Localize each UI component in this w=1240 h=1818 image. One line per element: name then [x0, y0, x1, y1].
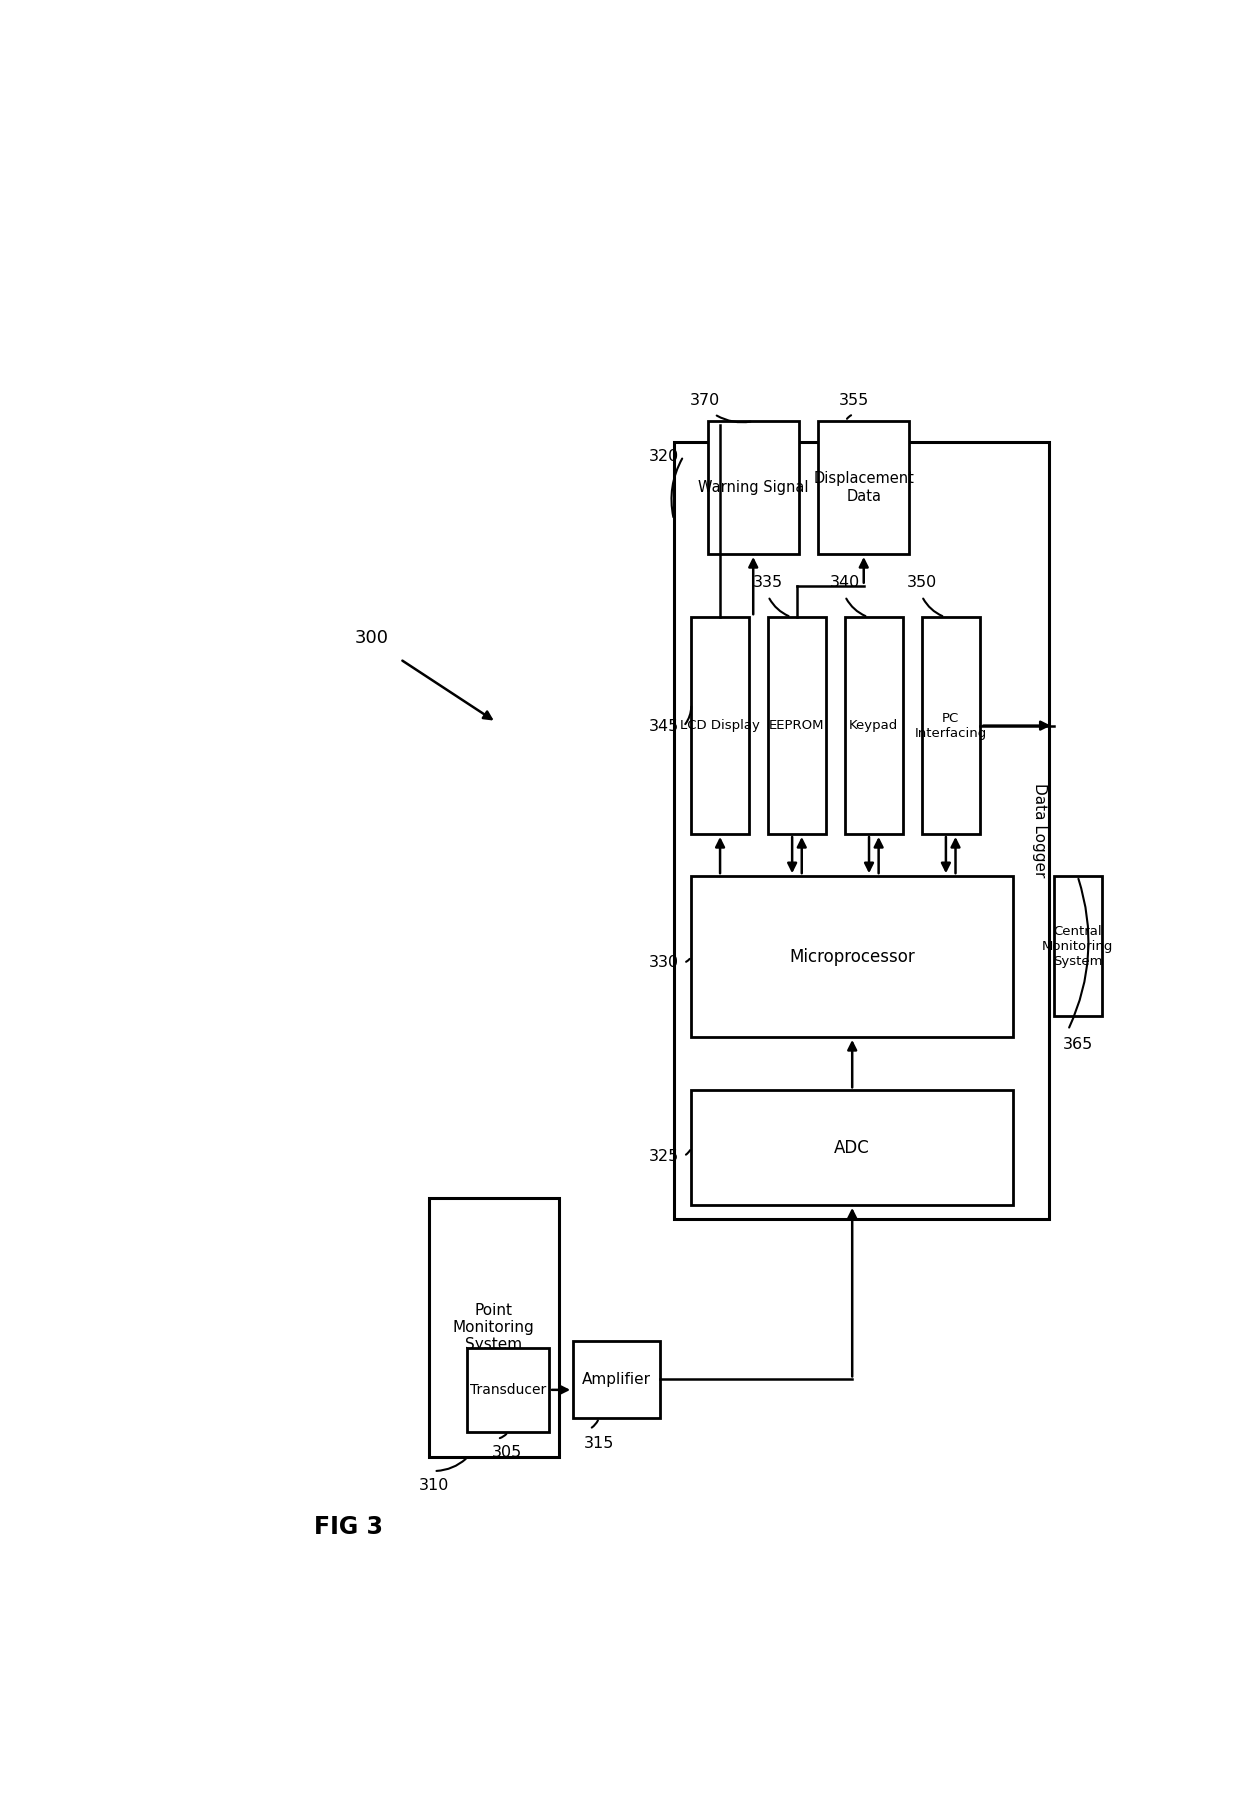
FancyBboxPatch shape — [429, 1198, 558, 1456]
FancyBboxPatch shape — [675, 442, 1049, 1220]
Text: Data Logger: Data Logger — [1032, 784, 1047, 878]
Text: 300: 300 — [355, 629, 388, 647]
Text: 370: 370 — [689, 393, 719, 407]
FancyBboxPatch shape — [691, 616, 749, 834]
FancyBboxPatch shape — [818, 422, 909, 554]
Text: 335: 335 — [753, 574, 784, 589]
Text: 365: 365 — [1063, 1036, 1092, 1051]
Text: 325: 325 — [650, 1149, 680, 1164]
FancyBboxPatch shape — [768, 616, 826, 834]
Text: 305: 305 — [491, 1445, 522, 1460]
Text: LCD Display: LCD Display — [680, 720, 760, 733]
Text: 350: 350 — [906, 574, 937, 589]
Text: 320: 320 — [650, 449, 680, 464]
FancyBboxPatch shape — [1054, 876, 1101, 1016]
FancyBboxPatch shape — [708, 422, 799, 554]
Text: 310: 310 — [419, 1478, 449, 1493]
Text: Displacement
Data: Displacement Data — [813, 471, 914, 504]
FancyBboxPatch shape — [691, 876, 1013, 1036]
Text: Point
Monitoring
System: Point Monitoring System — [453, 1304, 534, 1353]
FancyBboxPatch shape — [691, 1091, 1013, 1205]
FancyBboxPatch shape — [467, 1347, 549, 1433]
FancyBboxPatch shape — [921, 616, 980, 834]
Text: Central
Monitoring
System: Central Monitoring System — [1042, 925, 1114, 967]
Text: 315: 315 — [584, 1436, 614, 1451]
Text: Warning Signal: Warning Signal — [698, 480, 808, 494]
Text: Transducer: Transducer — [470, 1383, 547, 1396]
Text: FIG 3: FIG 3 — [314, 1514, 383, 1540]
Text: EEPROM: EEPROM — [769, 720, 825, 733]
FancyBboxPatch shape — [573, 1342, 660, 1418]
Text: Microprocessor: Microprocessor — [790, 947, 915, 965]
Text: Keypad: Keypad — [849, 720, 899, 733]
Text: Amplifier: Amplifier — [582, 1373, 651, 1387]
Text: 345: 345 — [650, 718, 680, 734]
Text: PC
Interfacing: PC Interfacing — [915, 711, 987, 740]
Text: 355: 355 — [838, 393, 869, 407]
FancyBboxPatch shape — [844, 616, 903, 834]
Text: 330: 330 — [650, 956, 680, 971]
Text: ADC: ADC — [835, 1138, 870, 1156]
Text: 340: 340 — [830, 574, 861, 589]
